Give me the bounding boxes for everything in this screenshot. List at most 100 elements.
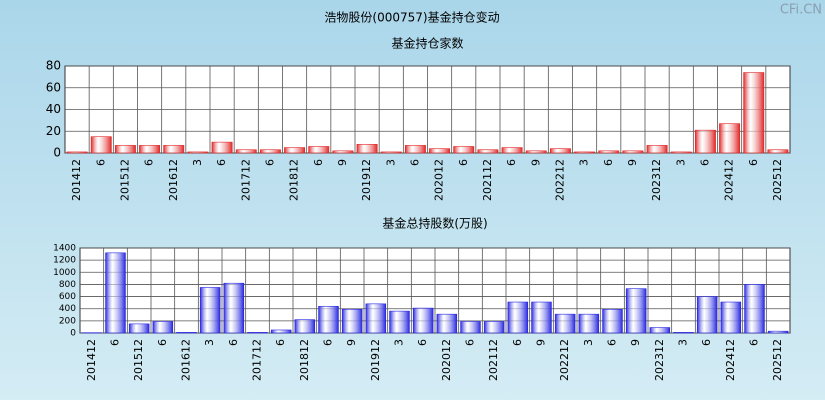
x-tick-label: 201512 xyxy=(118,159,131,201)
bar xyxy=(744,284,765,334)
y-tick-label: 80 xyxy=(46,59,61,73)
x-tick-label: 3 xyxy=(674,159,687,166)
x-tick-label: 6 xyxy=(511,339,524,346)
y-tick-label: 0 xyxy=(70,329,76,339)
bar xyxy=(720,301,742,334)
bar xyxy=(294,319,316,334)
x-tick-label: 6 xyxy=(322,339,335,346)
bar xyxy=(574,151,596,154)
x-tick-label: 6 xyxy=(94,159,107,166)
x-tick-label: 201812 xyxy=(298,339,311,381)
bar xyxy=(308,146,330,154)
bar xyxy=(332,150,354,154)
bar xyxy=(365,303,387,334)
bar xyxy=(501,147,523,154)
x-tick-label: 6 xyxy=(143,159,156,166)
x-tick-label: 202312 xyxy=(650,159,663,201)
bar xyxy=(223,282,245,334)
y-tick-label: 1200 xyxy=(53,256,76,266)
bar xyxy=(412,307,434,334)
y-tick-label: 1400 xyxy=(53,244,76,254)
x-tick-label: 202012 xyxy=(440,339,453,381)
bar xyxy=(477,149,499,154)
bar xyxy=(90,136,112,154)
x-tick-label: 3 xyxy=(578,159,591,166)
bar xyxy=(507,301,529,334)
bar xyxy=(187,151,209,154)
x-tick-label: 3 xyxy=(203,339,216,346)
bar xyxy=(767,149,789,154)
bar xyxy=(646,145,668,154)
x-tick-label: 3 xyxy=(677,339,690,346)
bar xyxy=(673,332,694,334)
x-tick-label: 6 xyxy=(606,339,619,346)
x-tick-label: 202212 xyxy=(553,159,566,201)
x-tick-label: 201412 xyxy=(70,159,83,201)
bar xyxy=(389,310,410,334)
bar xyxy=(114,145,136,154)
bar xyxy=(554,313,576,334)
bar xyxy=(598,150,620,154)
bar xyxy=(602,309,623,334)
x-tick-label: 6 xyxy=(215,159,228,166)
chart-title: 基金持仓家数 xyxy=(391,36,463,51)
bar xyxy=(531,301,552,334)
bar xyxy=(128,323,150,334)
bar xyxy=(199,287,221,334)
x-tick-label: 6 xyxy=(109,339,122,346)
y-tick-label: 400 xyxy=(59,304,76,314)
bar xyxy=(436,313,458,334)
x-tick-label: 6 xyxy=(505,159,518,166)
bar xyxy=(696,296,718,334)
x-tick-label: 201612 xyxy=(167,159,180,201)
bar xyxy=(622,150,644,154)
bar xyxy=(235,149,257,154)
x-tick-label: 201712 xyxy=(251,339,264,381)
bar xyxy=(247,332,268,334)
x-tick-label: 9 xyxy=(629,339,642,346)
x-tick-label: 6 xyxy=(464,339,477,346)
x-tick-label: 201612 xyxy=(180,339,193,381)
bar xyxy=(341,309,363,334)
y-tick-label: 40 xyxy=(46,102,61,116)
x-tick-label: 6 xyxy=(263,159,276,166)
bar xyxy=(670,151,692,154)
x-tick-label: 202112 xyxy=(487,339,500,381)
bar xyxy=(525,150,547,154)
x-tick-label: 3 xyxy=(384,159,397,166)
bar xyxy=(404,145,426,154)
bar xyxy=(694,129,716,154)
x-tick-label: 201712 xyxy=(239,159,252,201)
bar xyxy=(429,148,451,154)
bar xyxy=(284,147,306,154)
bar xyxy=(139,145,161,154)
bar xyxy=(549,148,571,154)
bar xyxy=(356,144,378,154)
chart-title: 基金总持股数(万股) xyxy=(382,216,487,231)
watermark: CFi.CN xyxy=(780,3,822,18)
x-tick-label: 6 xyxy=(700,339,713,346)
bar xyxy=(483,321,505,334)
y-tick-label: 20 xyxy=(46,124,61,138)
x-tick-label: 6 xyxy=(408,159,421,166)
x-tick-label: 9 xyxy=(535,339,548,346)
y-tick-label: 1000 xyxy=(53,268,76,278)
bar xyxy=(163,145,185,154)
bar xyxy=(211,141,233,154)
bar xyxy=(767,330,789,334)
x-tick-label: 6 xyxy=(602,159,615,166)
x-tick-label: 3 xyxy=(393,339,406,346)
x-tick-label: 202412 xyxy=(723,159,736,201)
x-tick-label: 202312 xyxy=(653,339,666,381)
bar xyxy=(743,72,765,154)
x-tick-label: 202112 xyxy=(481,159,494,201)
y-tick-label: 600 xyxy=(59,292,76,302)
bar xyxy=(105,252,126,334)
x-tick-label: 9 xyxy=(529,159,542,166)
x-tick-label: 6 xyxy=(227,339,240,346)
x-tick-label: 6 xyxy=(416,339,429,346)
x-tick-label: 6 xyxy=(156,339,169,346)
x-tick-label: 9 xyxy=(336,159,349,166)
x-tick-label: 6 xyxy=(457,159,470,166)
